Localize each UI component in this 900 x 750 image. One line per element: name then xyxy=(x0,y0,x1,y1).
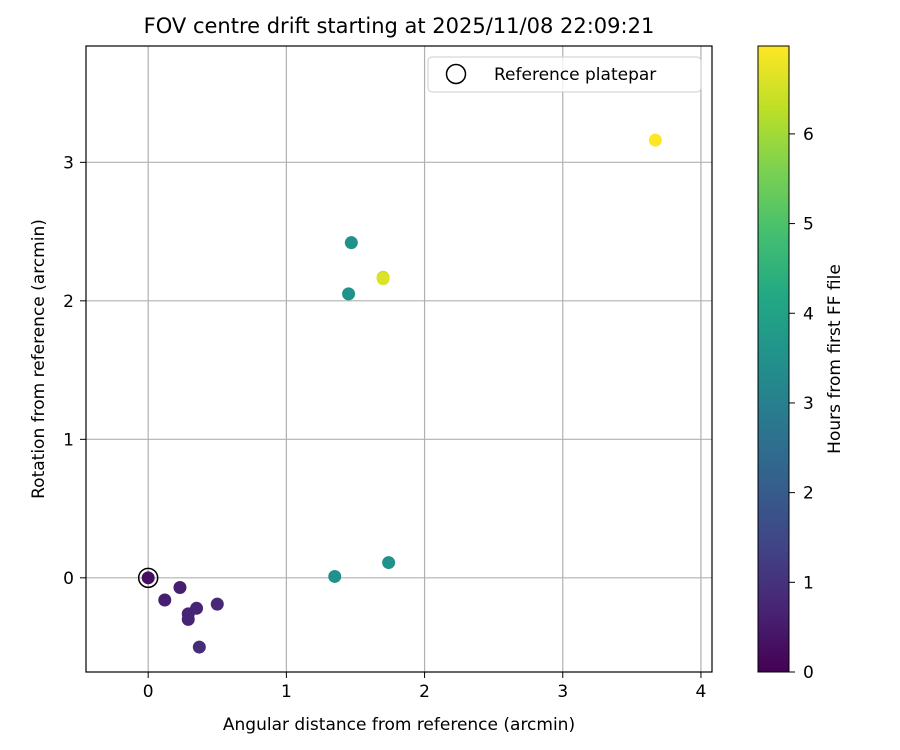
data-point xyxy=(648,133,662,147)
data-point xyxy=(344,236,358,250)
colorbar-tick-label: 3 xyxy=(803,394,814,414)
reference-marker-group xyxy=(137,567,159,589)
y-tick-label: 2 xyxy=(63,292,74,312)
data-point xyxy=(328,569,342,583)
colorbar-label: Hours from first FF file xyxy=(825,264,845,454)
colorbar-tick-label: 0 xyxy=(803,663,814,683)
colorbar-ticks: 0 1 2 3 4 5 6 xyxy=(789,125,814,683)
y-tick-label: 3 xyxy=(63,153,74,173)
reference-platepar-marker xyxy=(137,567,159,589)
legend-reference-marker xyxy=(445,63,467,85)
data-point xyxy=(342,287,356,301)
x-tick-label: 3 xyxy=(557,682,568,702)
data-point xyxy=(173,581,187,595)
colorbar-tick-label: 6 xyxy=(803,125,814,145)
data-point xyxy=(210,597,224,611)
legend-label-reference: Reference platepar xyxy=(494,65,656,85)
scatter-points xyxy=(141,133,662,654)
colorbar-tick-label: 4 xyxy=(803,304,814,324)
x-tick-label: 2 xyxy=(419,682,430,702)
x-tick-label: 1 xyxy=(281,682,292,702)
grid-lines xyxy=(86,46,712,672)
data-point xyxy=(141,571,155,585)
data-point xyxy=(158,593,172,607)
x-tick-label: 4 xyxy=(696,682,707,702)
colorbar-tick-label: 5 xyxy=(803,215,814,235)
chart-title: FOV centre drift starting at 2025/11/08 … xyxy=(144,14,655,38)
x-axis-label: Angular distance from reference (arcmin) xyxy=(223,715,575,735)
colorbar-tick-label: 2 xyxy=(803,484,814,504)
data-point xyxy=(192,640,206,654)
x-tick-label: 0 xyxy=(143,682,154,702)
x-axis-ticks: 0 1 2 3 4 xyxy=(143,672,707,702)
colorbar xyxy=(757,45,790,673)
data-point xyxy=(190,601,204,615)
legend-box xyxy=(427,56,702,93)
data-point xyxy=(181,612,195,626)
colorbar-tick-label: 1 xyxy=(803,573,814,593)
y-axis-ticks: 0 1 2 3 xyxy=(63,153,86,589)
data-point xyxy=(382,556,396,570)
y-axis-label: Rotation from reference (arcmin) xyxy=(29,219,49,499)
plot-area xyxy=(86,46,712,672)
data-point xyxy=(376,272,390,286)
plot-frame xyxy=(85,45,713,673)
y-tick-label: 0 xyxy=(63,569,74,589)
legend: Reference platepar xyxy=(427,56,702,93)
y-tick-label: 1 xyxy=(63,430,74,450)
